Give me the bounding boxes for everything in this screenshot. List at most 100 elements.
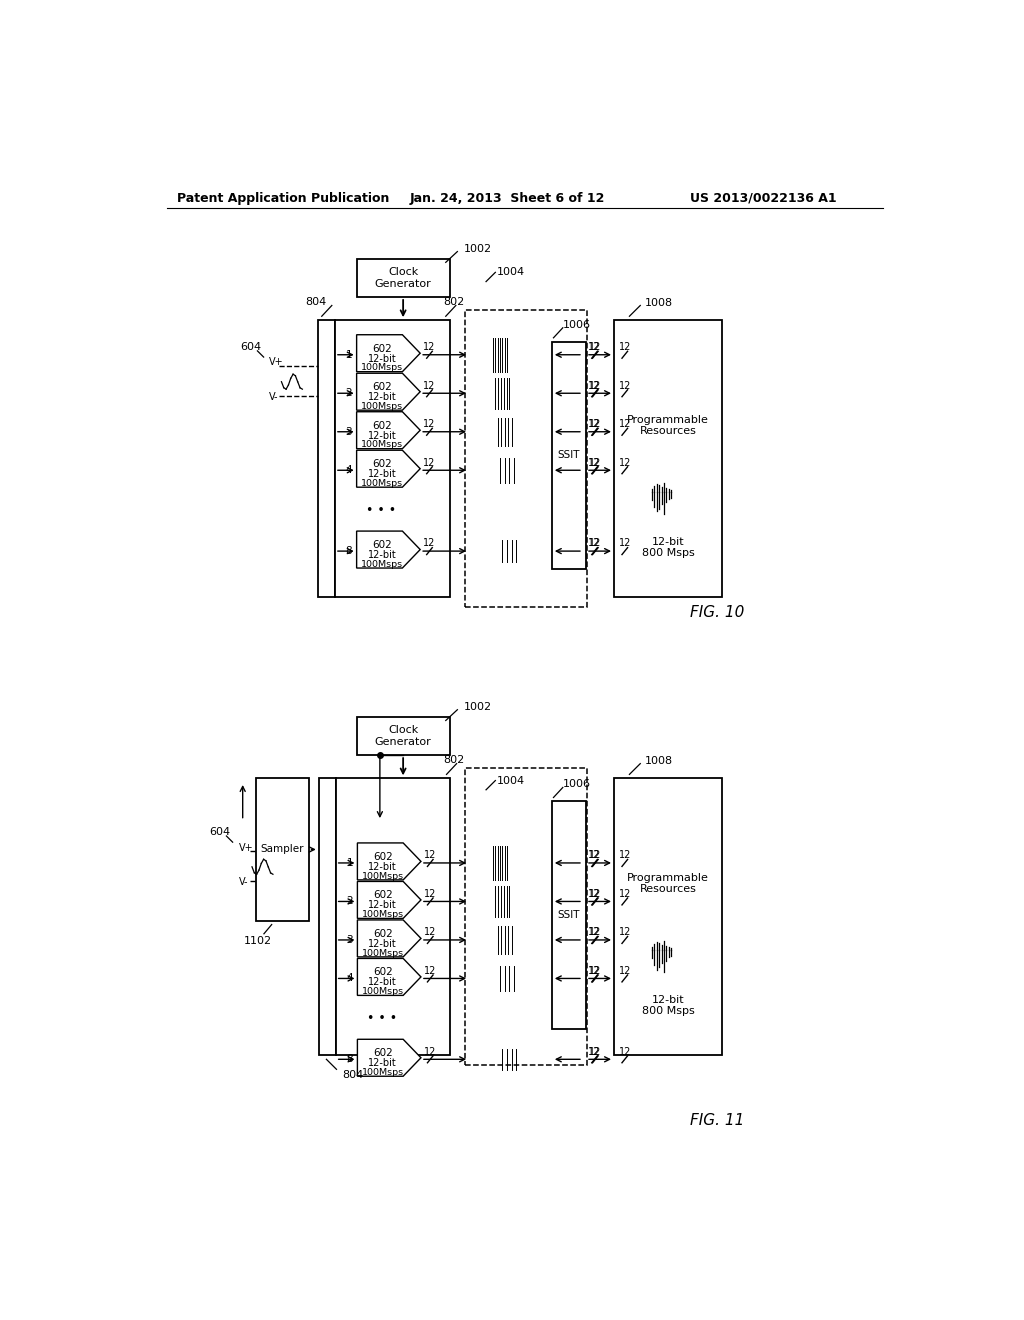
Text: 3: 3 — [345, 426, 352, 437]
Polygon shape — [357, 958, 421, 995]
Text: 1002: 1002 — [464, 702, 492, 713]
Text: 12-bit
800 Msps: 12-bit 800 Msps — [642, 537, 694, 558]
Text: 12: 12 — [589, 539, 601, 548]
Text: 12: 12 — [423, 380, 435, 391]
Text: 12: 12 — [423, 458, 435, 467]
Text: 12-bit: 12-bit — [369, 862, 397, 871]
Text: 602: 602 — [373, 851, 392, 862]
Text: 12-bit: 12-bit — [369, 900, 397, 911]
Text: 4: 4 — [346, 973, 353, 983]
Text: 100Msps: 100Msps — [361, 363, 403, 372]
Text: 12: 12 — [618, 418, 631, 429]
Bar — [256, 779, 308, 921]
Text: 12: 12 — [589, 927, 601, 937]
Text: 12: 12 — [424, 966, 436, 975]
Text: 12-bit: 12-bit — [368, 550, 396, 560]
Text: 100Msps: 100Msps — [361, 949, 403, 957]
Text: 1008: 1008 — [645, 756, 673, 767]
Text: 12: 12 — [618, 380, 631, 391]
Text: 12: 12 — [589, 850, 601, 861]
Text: 12: 12 — [424, 1047, 436, 1056]
Text: 12: 12 — [618, 1047, 631, 1056]
Text: 1102: 1102 — [244, 936, 271, 945]
Polygon shape — [356, 531, 420, 568]
Polygon shape — [357, 843, 421, 880]
Bar — [552, 342, 586, 569]
Text: Sampler: Sampler — [260, 845, 304, 854]
Bar — [356, 717, 450, 755]
Bar — [336, 779, 451, 1056]
Text: 802: 802 — [443, 755, 465, 764]
Text: 12: 12 — [589, 342, 601, 352]
Text: 12: 12 — [589, 850, 601, 861]
Text: 12: 12 — [589, 966, 601, 975]
Text: 12: 12 — [589, 458, 601, 467]
Text: 8: 8 — [346, 1055, 353, 1064]
Text: 100Msps: 100Msps — [361, 1068, 403, 1077]
Text: 602: 602 — [373, 929, 392, 939]
Text: 12-bit: 12-bit — [369, 977, 397, 987]
Polygon shape — [357, 1039, 421, 1076]
Text: 12: 12 — [424, 927, 436, 937]
Text: • • •: • • • — [366, 504, 396, 517]
Text: 602: 602 — [373, 968, 392, 977]
Text: 12: 12 — [424, 888, 436, 899]
Text: 602: 602 — [372, 540, 392, 550]
Polygon shape — [357, 882, 421, 919]
Text: 12: 12 — [618, 966, 631, 975]
Text: Clock
Generator: Clock Generator — [375, 267, 431, 289]
Text: 2: 2 — [346, 896, 353, 907]
Text: 12: 12 — [589, 342, 601, 352]
Text: 1006: 1006 — [563, 779, 591, 789]
Text: 100Msps: 100Msps — [361, 401, 403, 411]
Text: V-: V- — [269, 392, 279, 403]
Text: 12: 12 — [589, 888, 601, 899]
Text: 4: 4 — [345, 465, 352, 475]
Text: 1004: 1004 — [497, 776, 525, 785]
Text: SSIT: SSIT — [558, 450, 581, 461]
Text: Programmable
Resources: Programmable Resources — [628, 414, 709, 436]
Bar — [317, 321, 335, 598]
Text: 12: 12 — [589, 418, 601, 429]
Text: US 2013/0022136 A1: US 2013/0022136 A1 — [690, 191, 837, 205]
Bar — [614, 321, 722, 598]
Text: 3: 3 — [346, 935, 353, 945]
Text: 12: 12 — [589, 966, 601, 975]
Text: 12-bit: 12-bit — [368, 392, 396, 403]
Text: 604: 604 — [209, 828, 230, 837]
Text: 1008: 1008 — [645, 298, 673, 308]
Text: 12-bit: 12-bit — [369, 939, 397, 949]
Text: 1006: 1006 — [563, 319, 591, 330]
Text: Programmable
Resources: Programmable Resources — [628, 873, 709, 895]
Text: 604: 604 — [240, 342, 261, 352]
Text: 12: 12 — [589, 380, 601, 391]
Text: 12: 12 — [618, 888, 631, 899]
Text: FIG. 10: FIG. 10 — [690, 605, 744, 620]
Text: 12-bit: 12-bit — [368, 469, 396, 479]
Text: 12: 12 — [618, 342, 631, 352]
Text: 12: 12 — [589, 927, 601, 937]
Bar — [318, 779, 336, 1056]
Polygon shape — [356, 374, 420, 411]
Text: 1002: 1002 — [464, 244, 492, 255]
Text: 100Msps: 100Msps — [361, 479, 403, 488]
Bar — [465, 768, 587, 1065]
Text: V+: V+ — [239, 842, 254, 853]
Text: Jan. 24, 2013  Sheet 6 of 12: Jan. 24, 2013 Sheet 6 of 12 — [410, 191, 605, 205]
Text: 602: 602 — [373, 1048, 392, 1059]
Text: 12: 12 — [618, 539, 631, 548]
Text: 602: 602 — [372, 381, 392, 392]
Text: 12: 12 — [423, 342, 435, 352]
Text: SSIT: SSIT — [558, 909, 581, 920]
Polygon shape — [356, 450, 420, 487]
Text: 804: 804 — [306, 297, 327, 306]
Text: 802: 802 — [442, 297, 464, 306]
Text: 12: 12 — [618, 458, 631, 467]
Text: 12-bit: 12-bit — [369, 1059, 397, 1068]
Text: 2: 2 — [345, 388, 352, 399]
Text: 12: 12 — [589, 380, 601, 391]
Text: 12: 12 — [589, 458, 601, 467]
Bar — [614, 779, 722, 1056]
Text: 12: 12 — [618, 850, 631, 861]
Text: • • •: • • • — [367, 1012, 396, 1026]
